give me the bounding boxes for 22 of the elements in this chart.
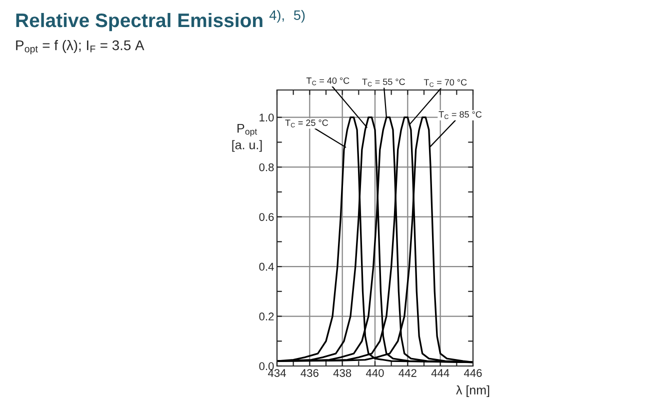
annotation: T$_{C}$ = 25 °C bbox=[285, 120, 328, 128]
annotation: T$_{C}$ = 40 °C bbox=[306, 77, 350, 86]
y-tick-label: 0.0 bbox=[259, 362, 274, 370]
x-tick-label: 442 bbox=[398, 369, 416, 377]
annotation: T$_{C}$ = 55 °C bbox=[362, 78, 405, 86]
annotation: T$_{C}$ = 85 °C bbox=[438, 111, 482, 120]
y-tick-label: 0.8 bbox=[259, 163, 274, 172]
text: P$_{opt}$ = f (λ); I$_{F}$ = 3.5 A bbox=[16, 40, 144, 54]
x-tick-label: 438 bbox=[333, 369, 352, 377]
x-tick-label: 446 bbox=[464, 369, 482, 377]
annotation: T$_{C}$ = 70 °C bbox=[424, 79, 467, 87]
chart-title: Relative Spectral Emission $^{4), 5)}$ bbox=[16, 10, 305, 32]
y-tick-label: 1.0 bbox=[260, 114, 274, 122]
y-axis-title: P$_{opt}$ [a. u.] bbox=[232, 124, 262, 152]
x-tick-label: 440 bbox=[366, 369, 384, 377]
y-tick-label: 0.4 bbox=[259, 262, 274, 271]
x-axis-title: λ [nm] bbox=[456, 385, 490, 397]
x-tick-label: 436 bbox=[300, 369, 318, 377]
x-tick-label: 444 bbox=[431, 369, 450, 377]
y-tick-label: 0.2 bbox=[259, 312, 274, 320]
y-tick-label: 0.6 bbox=[259, 213, 274, 221]
x-tick-label: 434 bbox=[268, 369, 286, 377]
